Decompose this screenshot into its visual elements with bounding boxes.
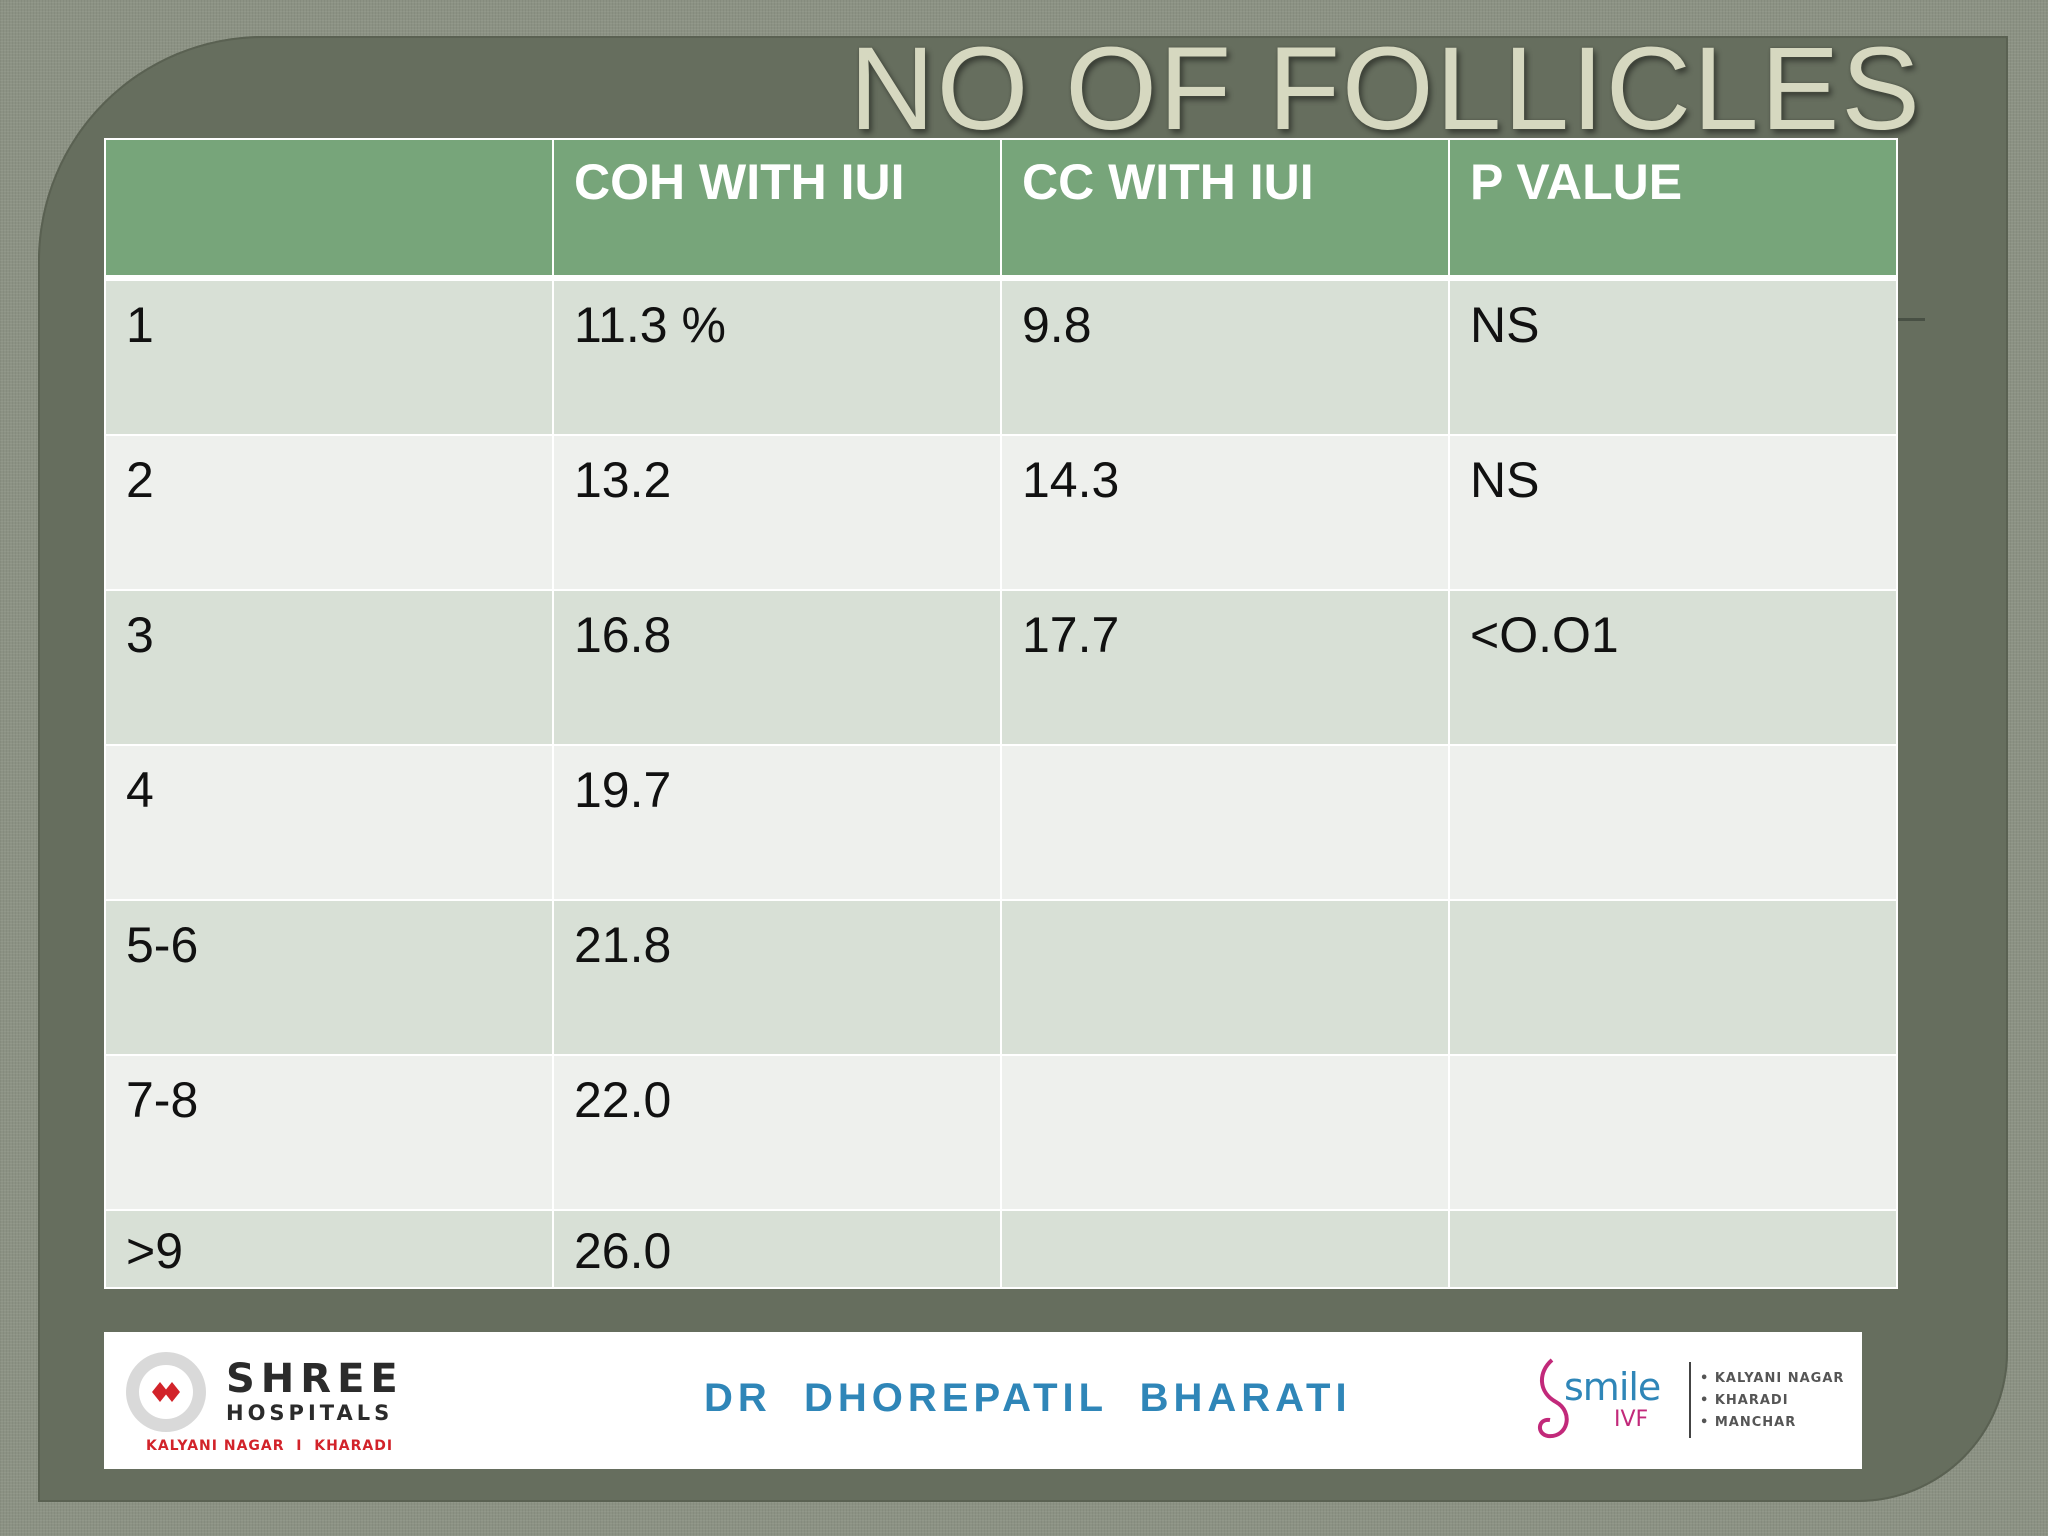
table-row: 5-6 21.8 — [104, 899, 1898, 1056]
table-cell: NS — [1448, 434, 1898, 591]
table-cell — [1000, 899, 1450, 1056]
table-cell: 16.8 — [552, 589, 1002, 746]
smile-ivf-logo: smile IVF • KALYANI NAGAR • KHARADI • MA… — [1538, 1358, 1844, 1439]
table-cell: 9.8 — [1000, 277, 1450, 436]
table-cell: 14.3 — [1000, 434, 1450, 591]
table-row: >9 26.0 — [104, 1209, 1898, 1289]
header-cell: P VALUE — [1448, 138, 1898, 281]
slide-title: NO OF FOLLICLES — [849, 23, 1922, 155]
table-row: 7-8 22.0 — [104, 1054, 1898, 1211]
shree-hospitals-logo: SHREE HOSPITALS KALYANI NAGAR I KHARADI — [126, 1352, 404, 1454]
table-cell: 13.2 — [552, 434, 1002, 591]
table-cell: 5-6 — [104, 899, 554, 1056]
table-cell: 22.0 — [552, 1054, 1002, 1211]
header-cell: COH WITH IUI — [552, 138, 1002, 281]
smile-logo-brand: smile — [1564, 1365, 1660, 1409]
table-cell: 2 — [104, 434, 554, 591]
table-cell: 3 — [104, 589, 554, 746]
table-cell — [1000, 1054, 1450, 1211]
table-cell: 7-8 — [104, 1054, 554, 1211]
table-cell — [1448, 744, 1898, 901]
table-cell — [1000, 1209, 1450, 1289]
table-row: 2 13.2 14.3 NS — [104, 434, 1898, 591]
table-cell — [1448, 899, 1898, 1056]
header-cell — [104, 138, 554, 281]
table-header-row: COH WITH IUI CC WITH IUI P VALUE — [104, 138, 1898, 281]
smile-location-2: • KHARADI — [1700, 1393, 1789, 1408]
table-cell: 4 — [104, 744, 554, 901]
table-cell — [1000, 744, 1450, 901]
table-cell: 19.7 — [552, 744, 1002, 901]
table-cell: 17.7 — [1000, 589, 1450, 746]
shree-logo-subtitle: HOSPITALS — [226, 1401, 393, 1425]
follicles-table: COH WITH IUI CC WITH IUI P VALUE 1 11.3 … — [104, 138, 1898, 1289]
table-cell: 26.0 — [552, 1209, 1002, 1289]
heart-emblem-icon — [152, 1382, 180, 1402]
table-cell — [1448, 1209, 1898, 1289]
footer-banner: SHREE HOSPITALS KALYANI NAGAR I KHARADI … — [104, 1332, 1862, 1469]
title-accent-line — [1880, 318, 1925, 321]
table-cell — [1448, 1054, 1898, 1211]
table-cell: 21.8 — [552, 899, 1002, 1056]
smile-swirl-icon — [1538, 1358, 1569, 1439]
table-cell: 11.3 % — [552, 277, 1002, 436]
table-cell: >9 — [104, 1209, 554, 1289]
shree-logo-name: SHREE — [226, 1356, 404, 1402]
header-cell: CC WITH IUI — [1000, 138, 1450, 281]
smile-logo-sub: IVF — [1614, 1407, 1648, 1432]
table-cell: NS — [1448, 277, 1898, 436]
doctor-name: DR DHOREPATIL BHARATI — [704, 1376, 1352, 1420]
smile-location-1: • KALYANI NAGAR — [1700, 1371, 1844, 1386]
table-cell: <O.O1 — [1448, 589, 1898, 746]
table-row: 1 11.3 % 9.8 NS — [104, 277, 1898, 436]
shree-logo-locations: KALYANI NAGAR I KHARADI — [146, 1438, 393, 1454]
table-cell: 1 — [104, 277, 554, 436]
smile-location-3: • MANCHAR — [1700, 1415, 1796, 1430]
table-row: 4 19.7 — [104, 744, 1898, 901]
table-row: 3 16.8 17.7 <O.O1 — [104, 589, 1898, 746]
